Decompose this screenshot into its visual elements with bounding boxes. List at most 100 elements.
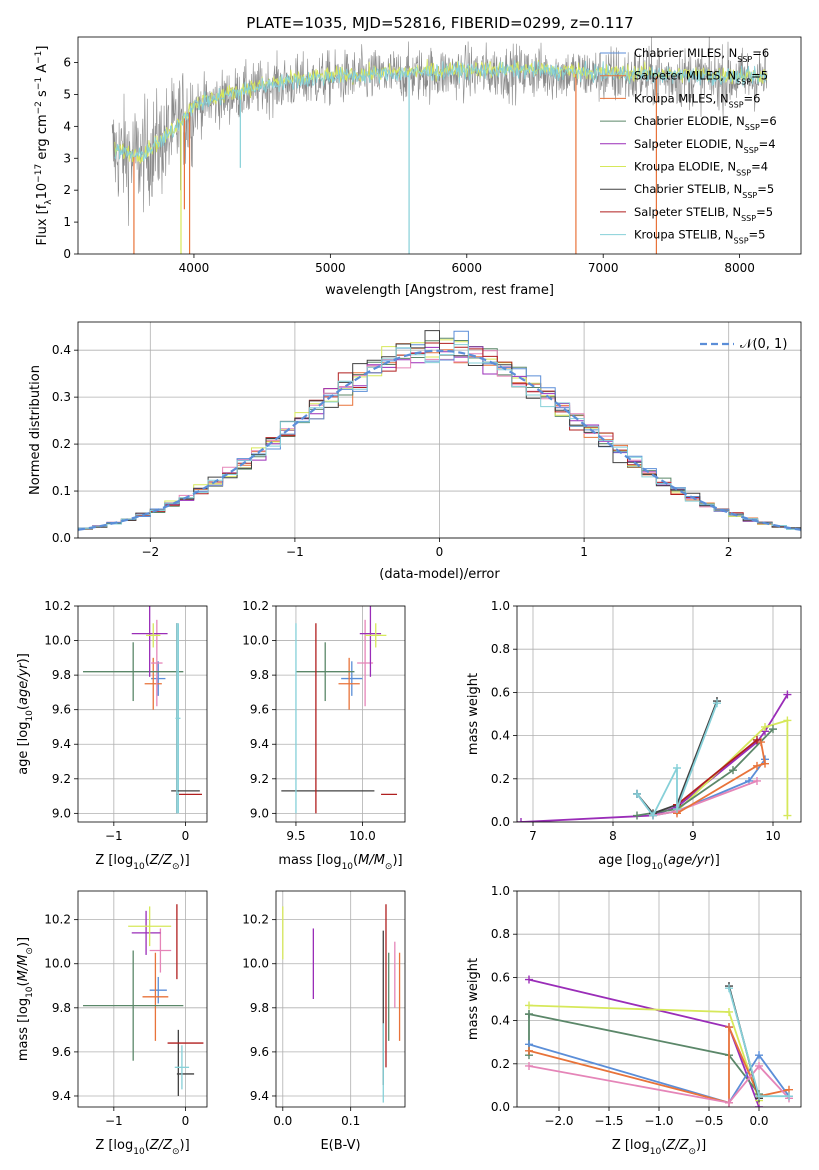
- normal-curve: [78, 349, 801, 531]
- weight-line: [520, 694, 789, 822]
- ebv_mass-ytick-label: 10.0: [242, 957, 269, 971]
- weight-marker: [725, 1098, 733, 1107]
- weight-marker: [783, 716, 792, 725]
- age_weight-plot: [517, 690, 792, 822]
- z_age-ytick-label: 9.4: [52, 737, 71, 751]
- z_mass-plot: [83, 904, 204, 1096]
- residuals-xtick-label: −1: [286, 545, 304, 559]
- z_mass-ytick-label: 9.8: [52, 1001, 71, 1015]
- z_weight-ylabel: mass weight: [466, 958, 481, 1040]
- weight-marker: [517, 818, 525, 822]
- mass_age-xtick-label: 9.5: [286, 829, 305, 843]
- weight-marker: [753, 776, 761, 785]
- weight-marker: [785, 1092, 793, 1101]
- weight-marker: [755, 1051, 763, 1060]
- legend-entry: Kroupa ELODIE, NSSP=4: [634, 160, 768, 178]
- legend-entry: Chabrier MILES, NSSP=6: [634, 46, 769, 64]
- mass_age-ytick-label: 10.2: [242, 599, 269, 613]
- weight-marker: [753, 761, 761, 770]
- z_weight-xlabel: Z [log10(Z/Z⊙)]: [612, 1138, 706, 1157]
- z_weight-ytick-label: 0.2: [491, 1057, 510, 1071]
- residuals-ytick-label: 0.2: [52, 437, 71, 451]
- spectrum-ytick-label: 4: [63, 119, 71, 133]
- z_mass-ytick-label: 10.2: [44, 913, 71, 927]
- weight-marker: [633, 811, 641, 820]
- age_weight-xtick-label: 8: [609, 829, 617, 843]
- ebv_mass-ytick-label: 9.6: [250, 1045, 269, 1059]
- error-bar: [146, 623, 161, 648]
- residuals-xtick-label: −2: [141, 545, 159, 559]
- weight-marker: [783, 811, 792, 820]
- weight-marker: [525, 1046, 533, 1055]
- age_weight-ytick-label: 0.0: [491, 815, 510, 829]
- weight-marker: [525, 1061, 533, 1070]
- z_mass-xtick-label: −1: [105, 1114, 123, 1128]
- residuals-ytick-label: 0.3: [52, 390, 71, 404]
- legend-entry: Chabrier ELODIE, NSSP=6: [634, 114, 777, 132]
- mass_age-ytick-label: 10.0: [242, 634, 269, 648]
- legend-entry: Salpeter STELIB, NSSP=5: [634, 205, 773, 223]
- weight-marker: [769, 725, 777, 734]
- weight-marker: [755, 1092, 763, 1101]
- figure-title: PLATE=1035, MJD=52816, FIBERID=0299, z=0…: [246, 14, 633, 32]
- mass_age-ytick-label: 9.0: [250, 806, 269, 820]
- error-bar: [83, 950, 184, 1061]
- z_age-ytick-label: 10.2: [44, 599, 71, 613]
- age_weight-ylabel: mass weight: [466, 673, 481, 755]
- error-bar: [83, 642, 184, 702]
- spectrum-ylabel: Flux [fλ10−17 erg cm−2 s−1 A−1]: [34, 46, 54, 246]
- z_mass-xlabel: Z [log10(Z/Z⊙)]: [95, 1138, 189, 1157]
- residuals-ytick-label: 0.1: [52, 484, 71, 498]
- weight-marker: [525, 1010, 533, 1019]
- error-bar: [365, 623, 387, 648]
- residuals-ytick-label: 0.4: [52, 343, 71, 357]
- error-bar: [359, 606, 382, 677]
- error-bar: [144, 657, 162, 710]
- residuals-xtick-label: 0: [436, 545, 444, 559]
- age_weight-ytick-label: 0.8: [491, 642, 510, 656]
- weight-marker: [673, 764, 681, 772]
- z_weight-xtick-label: −2.0: [544, 1114, 573, 1128]
- residuals-xtick-label: 2: [725, 545, 733, 559]
- z_weight-ytick-label: 1.0: [491, 884, 510, 898]
- ebv_mass-xtick-label: 0.1: [341, 1114, 360, 1128]
- spectrum-xtick-label: 4000: [179, 261, 210, 275]
- age_weight-xtick-label: 9: [689, 829, 697, 843]
- age_weight-ytick-label: 0.4: [491, 729, 510, 743]
- z_weight-xtick-label: −1.5: [594, 1114, 623, 1128]
- weight-line: [528, 1043, 790, 1104]
- error-bar: [128, 906, 172, 947]
- ebv_mass-ytick-label: 9.4: [250, 1089, 269, 1103]
- error-bar: [338, 657, 360, 710]
- spectrum-plot: [111, 37, 768, 254]
- error-bar: [149, 976, 167, 1004]
- legend-entry: Salpeter ELODIE, NSSP=4: [634, 137, 776, 155]
- observed-spectrum: [111, 37, 768, 226]
- weight-marker: [753, 735, 761, 744]
- z_weight-ytick-label: 0.6: [491, 970, 510, 984]
- weight-marker: [649, 811, 657, 820]
- weight-marker: [725, 1023, 733, 1032]
- z_weight-ytick-label: 0.8: [491, 927, 510, 941]
- ebv_mass-plot: [282, 904, 401, 1103]
- z_age-ytick-label: 9.8: [52, 668, 71, 682]
- z_age-plot: [83, 606, 202, 814]
- error-bar: [175, 623, 179, 814]
- error-bar: [131, 910, 161, 955]
- residuals-ytick-label: 0.0: [52, 531, 71, 545]
- residual-histogram: [78, 344, 801, 532]
- mass_age-ytick-label: 9.8: [250, 668, 269, 682]
- weight-marker: [525, 1001, 533, 1010]
- weight-marker: [633, 789, 641, 798]
- spectrum-xtick-label: 8000: [724, 261, 755, 275]
- z_weight-xtick-label: −1.0: [644, 1114, 673, 1128]
- legend-entry: Chabrier STELIB, NSSP=5: [634, 182, 774, 200]
- spectrum-ytick-label: 6: [63, 56, 71, 70]
- model-spectrum: [114, 60, 768, 162]
- age_weight-ytick-label: 0.2: [491, 772, 510, 786]
- z_age-ytick-label: 10.0: [44, 634, 71, 648]
- error-bar: [149, 928, 172, 973]
- spectrum-ytick-label: 0: [63, 247, 71, 261]
- z_age-ytick-label: 9.2: [52, 772, 71, 786]
- error-bar: [174, 1045, 190, 1090]
